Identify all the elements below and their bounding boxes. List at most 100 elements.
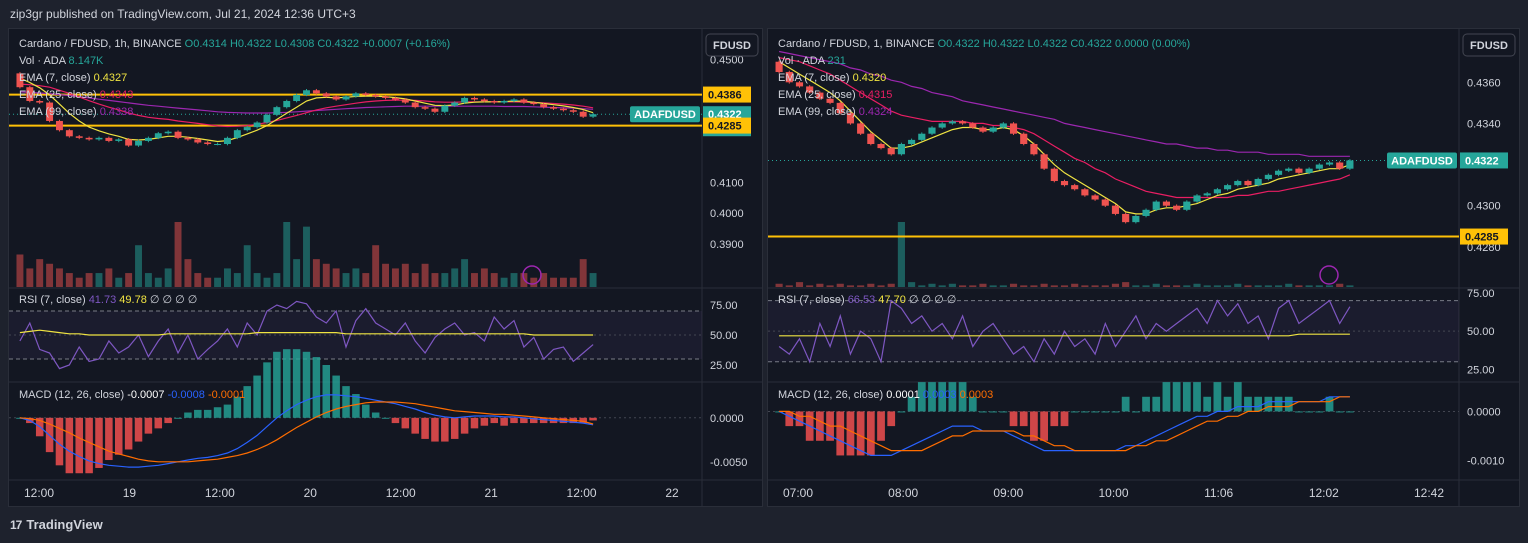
macd-histogram-bar <box>1081 411 1089 413</box>
rsi-legend: RSI (7, close) 66.53 47.70 ∅ ∅ ∅ ∅ <box>778 294 956 306</box>
volume-bar <box>115 277 123 287</box>
volume-bar <box>65 273 73 287</box>
legend-item: EMA (7, close) 0.4327 <box>19 72 127 84</box>
legend-item: EMA (99, close) 0.4338 <box>19 106 133 118</box>
candle-body <box>431 108 439 112</box>
candle-body <box>1020 133 1028 144</box>
candle-body <box>1285 168 1293 171</box>
volume-bar <box>959 285 967 287</box>
legend-name: Vol · ADA <box>19 55 69 67</box>
macd-legend: MACD (12, 26, close) 0.0001 0.0003 0.000… <box>778 389 993 401</box>
macd-histogram-bar <box>1030 411 1038 441</box>
macd-histogram-bar <box>174 417 182 419</box>
volume-bar <box>969 285 977 287</box>
volume-bar <box>540 273 548 287</box>
candle-body <box>303 90 310 95</box>
macd-histogram-bar <box>342 386 350 418</box>
volume-bar <box>214 277 222 287</box>
chart-title-line: Cardano / FDUSD, 1, BINANCE O0.4322 H0.4… <box>778 38 1190 50</box>
candle-body <box>908 139 916 144</box>
candle-body <box>125 139 133 146</box>
chart-svg-1m[interactable]: Cardano / FDUSD, 1, BINANCE O0.4322 H0.4… <box>768 29 1520 507</box>
candle-body <box>451 102 459 106</box>
candle-body <box>204 142 212 144</box>
volume-bar <box>1336 283 1344 287</box>
volume-bar <box>342 273 350 287</box>
macd-histogram-bar <box>302 351 311 418</box>
candle-body <box>1346 160 1354 169</box>
candle-body <box>806 86 814 93</box>
chart-panel-1h[interactable]: Cardano / FDUSD, 1h, BINANCE O0.4314 H0.… <box>8 28 763 507</box>
price-label: 0.4285 <box>708 121 742 133</box>
candle-body <box>1050 168 1058 182</box>
macd-histogram-bar <box>470 417 479 429</box>
candle-body <box>887 148 895 155</box>
candle-body <box>65 130 73 137</box>
macd-histogram-bar <box>460 417 469 434</box>
macd-legend: MACD (12, 26, close) -0.0007 -0.0008 -0.… <box>19 389 245 401</box>
legend-item: EMA (25, close) 0.4343 <box>19 89 133 101</box>
x-tick-label: 11:06 <box>1204 486 1233 500</box>
macd-tick-label: 0.0000 <box>710 413 744 425</box>
candle-body <box>293 94 301 102</box>
price-label: 0.4386 <box>708 90 742 102</box>
chart-title: Cardano / FDUSD, 1h, BINANCE <box>19 38 185 50</box>
candle-body <box>135 140 142 146</box>
y-tick-label: 0.4500 <box>710 55 744 67</box>
macd-histogram-bar <box>273 351 281 418</box>
tradingview-brand[interactable]: 17 TradingView <box>10 517 103 532</box>
volume-bar <box>1111 283 1120 287</box>
macd-histogram-bar <box>75 417 83 474</box>
macd-histogram-bar <box>1203 396 1212 412</box>
candle-body <box>928 127 936 134</box>
macd-histogram-bar <box>352 394 360 418</box>
legend-name: EMA (99, close) <box>19 106 100 118</box>
macd-hist-value: -0.0007 <box>127 389 167 401</box>
ema99-line <box>19 91 594 114</box>
lightning-icon <box>1319 265 1339 285</box>
ohlc-change: 0.0000 (0.00%) <box>1115 38 1190 50</box>
chart-panel-1m[interactable]: Cardano / FDUSD, 1, BINANCE O0.4322 H0.4… <box>767 28 1520 507</box>
macd-histogram-bar <box>213 407 222 418</box>
price-label: 0.4285 <box>1465 232 1499 244</box>
macd-histogram-bar <box>164 417 172 424</box>
macd-tick-label: -0.0050 <box>710 457 747 469</box>
macd-histogram-bar <box>1172 382 1181 412</box>
legend-name: EMA (25, close) <box>778 89 859 101</box>
candle-body <box>1142 209 1150 216</box>
volume-bar <box>233 273 241 287</box>
candle-body <box>969 123 977 128</box>
volume-bar <box>75 277 83 287</box>
volume-bar <box>194 273 202 287</box>
candle-body <box>1254 178 1262 186</box>
candle-body <box>421 107 429 109</box>
legend-item: Vol · ADA 8.147K <box>19 55 104 67</box>
macd-histogram-bar <box>1325 396 1334 412</box>
volume-bar <box>1224 285 1232 287</box>
macd-histogram-bar <box>1019 411 1028 427</box>
macd-histogram-bar <box>490 417 499 424</box>
macd-histogram-bar <box>55 417 64 466</box>
volume-bar <box>1244 285 1252 287</box>
chart-title-line: Cardano / FDUSD, 1h, BINANCE O0.4314 H0.… <box>19 38 450 50</box>
macd-histogram-bar <box>1152 396 1161 412</box>
macd-histogram-bar <box>124 417 133 450</box>
volume-bar <box>1295 285 1303 287</box>
volume-bar <box>559 277 567 287</box>
macd-signal-value: -0.0001 <box>208 389 245 401</box>
candle-body <box>214 144 222 145</box>
macd-label: MACD (12, 26, close) <box>19 389 127 401</box>
price-label-box <box>1460 152 1508 169</box>
chart-svg-1h[interactable]: Cardano / FDUSD, 1h, BINANCE O0.4314 H0.… <box>9 29 763 507</box>
volume-bar <box>95 273 103 287</box>
volume-bar <box>1173 285 1181 287</box>
macd-histogram-bar <box>928 382 936 412</box>
candle-body <box>1122 213 1130 223</box>
macd-histogram-bar <box>1315 411 1324 413</box>
volume-bar <box>500 277 508 287</box>
volume-bar <box>846 285 855 287</box>
volume-bar <box>382 263 390 287</box>
macd-histogram-bar <box>539 417 548 424</box>
volume-bar <box>938 285 946 287</box>
macd-histogram-bar <box>1264 396 1273 412</box>
